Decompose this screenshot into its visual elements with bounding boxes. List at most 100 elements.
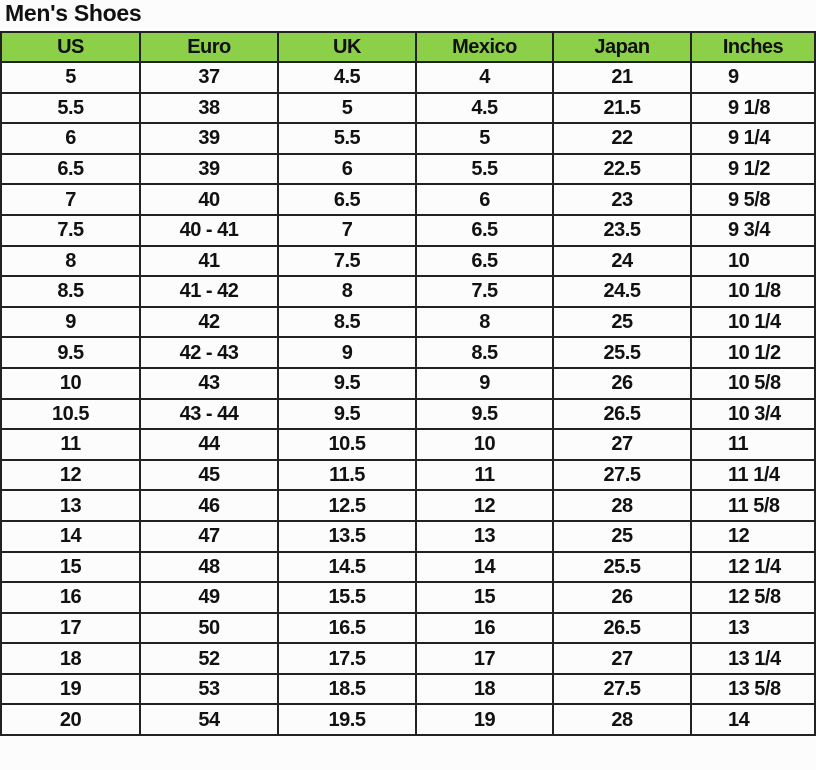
cell-uk: 10.5 [277, 428, 417, 461]
cell-inches: 10 1/2 [690, 336, 816, 369]
table-row: 9.5 42 - 43 9 8.5 25.5 10 1/2 [0, 336, 816, 369]
cell-mexico: 4 [415, 61, 554, 94]
cell-euro: 43 [139, 366, 279, 400]
page-title: Men's Shoes [5, 0, 142, 26]
cell-uk: 5.5 [277, 122, 417, 155]
cell-us: 12 [0, 458, 141, 492]
cell-euro: 54 [139, 703, 279, 737]
cell-euro: 52 [139, 642, 279, 675]
column-header-inches: Inches [690, 31, 816, 63]
cell-mexico: 12 [415, 489, 554, 522]
cell-japan: 24 [552, 244, 692, 278]
cell-us: 20 [0, 703, 141, 737]
table-row: 11 44 10.5 10 27 11 [0, 428, 816, 461]
cell-uk: 14.5 [277, 550, 417, 584]
cell-japan: 25 [552, 305, 692, 339]
table-row: 16 49 15.5 15 26 12 5/8 [0, 581, 816, 614]
table-row: 19 53 18.5 18 27.5 13 5/8 [0, 672, 816, 706]
cell-uk: 9 [277, 336, 417, 369]
cell-uk: 16.5 [277, 611, 417, 645]
cell-inches: 9 [690, 61, 816, 94]
cell-euro: 45 [139, 458, 279, 492]
cell-mexico: 6 [415, 183, 554, 216]
cell-japan: 25.5 [552, 336, 692, 369]
table-row: 18 52 17.5 17 27 13 1/4 [0, 642, 816, 675]
cell-mexico: 14 [415, 550, 554, 584]
cell-mexico: 6.5 [415, 244, 554, 278]
cell-inches: 9 1/8 [690, 91, 816, 125]
cell-euro: 42 - 43 [139, 336, 279, 369]
cell-japan: 25 [552, 519, 692, 553]
cell-inches: 10 1/8 [690, 275, 816, 308]
cell-us: 5 [0, 61, 141, 94]
table-row: 10.5 43 - 44 9.5 9.5 26.5 10 3/4 [0, 397, 816, 431]
cell-us: 7.5 [0, 213, 141, 247]
column-header-us: US [0, 31, 141, 63]
cell-japan: 26.5 [552, 611, 692, 645]
cell-us: 9.5 [0, 336, 141, 369]
cell-euro: 44 [139, 428, 279, 461]
cell-euro: 48 [139, 550, 279, 584]
cell-uk: 8.5 [277, 305, 417, 339]
table-row: 7.5 40 - 41 7 6.5 23.5 9 3/4 [0, 213, 816, 247]
cell-us: 11 [0, 428, 141, 461]
cell-japan: 25.5 [552, 550, 692, 584]
cell-us: 7 [0, 183, 141, 216]
cell-us: 10.5 [0, 397, 141, 431]
cell-inches: 13 [690, 611, 816, 645]
cell-us: 19 [0, 672, 141, 706]
table-row: 20 54 19.5 19 28 14 [0, 703, 816, 737]
table-row: 5 37 4.5 4 21 9 [0, 61, 816, 94]
cell-uk: 9.5 [277, 397, 417, 431]
cell-inches: 10 1/4 [690, 305, 816, 339]
cell-us: 17 [0, 611, 141, 645]
cell-japan: 21.5 [552, 91, 692, 125]
cell-euro: 39 [139, 122, 279, 155]
cell-uk: 6 [277, 152, 417, 186]
cell-japan: 27.5 [552, 458, 692, 492]
cell-inches: 12 [690, 519, 816, 553]
cell-japan: 27.5 [552, 672, 692, 706]
cell-japan: 26.5 [552, 397, 692, 431]
cell-japan: 28 [552, 703, 692, 737]
cell-uk: 9.5 [277, 366, 417, 400]
cell-inches: 13 1/4 [690, 642, 816, 675]
cell-japan: 23 [552, 183, 692, 216]
cell-uk: 17.5 [277, 642, 417, 675]
cell-mexico: 18 [415, 672, 554, 706]
size-chart-table: US Euro UK Mexico Japan Inches 5 37 4.5 4 21 9 5.5 3… [0, 31, 816, 737]
cell-uk: 15.5 [277, 581, 417, 614]
cell-uk: 7 [277, 213, 417, 247]
cell-inches: 13 5/8 [690, 672, 816, 706]
cell-uk: 12.5 [277, 489, 417, 522]
cell-inches: 11 5/8 [690, 489, 816, 522]
cell-inches: 9 1/2 [690, 152, 816, 186]
cell-euro: 40 [139, 183, 279, 216]
cell-japan: 24.5 [552, 275, 692, 308]
column-header-euro: Euro [139, 31, 279, 63]
cell-us: 9 [0, 305, 141, 339]
cell-euro: 43 - 44 [139, 397, 279, 431]
cell-inches: 9 5/8 [690, 183, 816, 216]
table-row: 13 46 12.5 12 28 11 5/8 [0, 489, 816, 522]
cell-inches: 11 [690, 428, 816, 461]
cell-japan: 27 [552, 642, 692, 675]
cell-mexico: 19 [415, 703, 554, 737]
cell-euro: 41 [139, 244, 279, 278]
cell-euro: 49 [139, 581, 279, 614]
cell-us: 8 [0, 244, 141, 278]
cell-uk: 7.5 [277, 244, 417, 278]
cell-mexico: 16 [415, 611, 554, 645]
cell-us: 6 [0, 122, 141, 155]
table-row: 7 40 6.5 6 23 9 5/8 [0, 183, 816, 216]
cell-uk: 5 [277, 91, 417, 125]
cell-mexico: 8.5 [415, 336, 554, 369]
cell-euro: 38 [139, 91, 279, 125]
cell-mexico: 6.5 [415, 213, 554, 247]
cell-mexico: 5 [415, 122, 554, 155]
cell-us: 6.5 [0, 152, 141, 186]
column-header-japan: Japan [552, 31, 692, 63]
cell-uk: 11.5 [277, 458, 417, 492]
cell-uk: 18.5 [277, 672, 417, 706]
cell-mexico: 11 [415, 458, 554, 492]
